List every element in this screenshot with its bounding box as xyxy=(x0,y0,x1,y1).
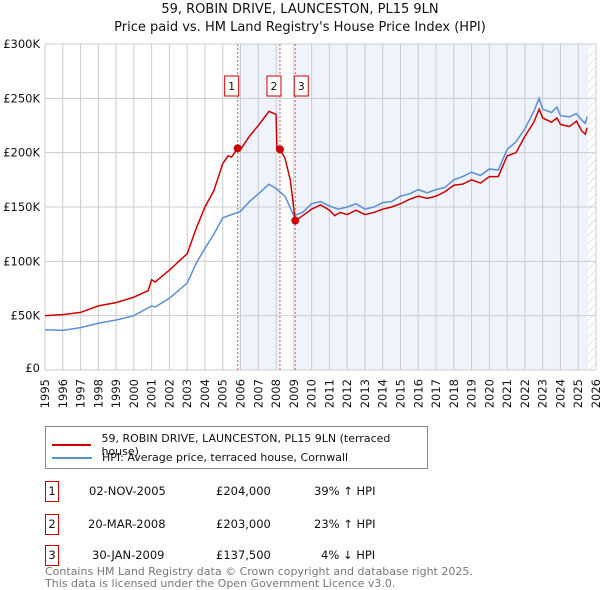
x-tick-label: 2016 xyxy=(411,379,425,408)
x-tick-label: 2000 xyxy=(127,379,141,408)
date: 02-NOV-2005 xyxy=(89,484,166,498)
legend-item-hpi: HPI: Average price, terraced house, Corn… xyxy=(52,451,348,464)
hpi-diff: 23% ↑ HPI xyxy=(314,517,376,531)
legend-label: HPI: Average price, terraced house, Corn… xyxy=(102,451,349,464)
x-tick-label: 2014 xyxy=(376,379,390,408)
footer-line: Contains HM Land Registry data © Crown c… xyxy=(45,565,473,578)
marker-badge: 1 xyxy=(45,481,59,502)
y-tick-label: £100K xyxy=(3,254,40,268)
y-tick-label: £0 xyxy=(25,361,40,375)
legend-swatch-blue xyxy=(52,456,92,459)
x-tick-label: 2010 xyxy=(305,379,319,408)
price: £203,000 xyxy=(216,517,271,531)
x-tick-label: 2009 xyxy=(287,379,301,408)
x-tick-label: 2023 xyxy=(536,379,550,408)
y-tick-label: £150K xyxy=(3,200,40,214)
x-tick-label: 2015 xyxy=(393,379,407,408)
series-line xyxy=(44,107,588,317)
sale-point xyxy=(233,144,242,153)
y-tick-label: £200K xyxy=(3,146,40,160)
sale-marker-box xyxy=(224,75,240,97)
price-chart: 1995 1996 1997 1998 1999 2000 2001 2002 2003 2004… xyxy=(3,37,600,408)
y-tick-label: £50K xyxy=(11,309,41,323)
x-tick-label: 2022 xyxy=(518,379,532,408)
date: 20-MAR-2008 xyxy=(88,517,166,531)
x-tick-label: 2002 xyxy=(162,379,176,408)
x-tick-label: 2005 xyxy=(216,379,230,408)
x-tick-label: 2013 xyxy=(358,379,372,408)
sale-marker-label: 2 xyxy=(270,80,277,93)
y-tick-label: £300K xyxy=(3,37,40,51)
x-tick-label: 2019 xyxy=(465,379,479,408)
x-tick-label: 2018 xyxy=(447,379,461,408)
x-tick-label: 2020 xyxy=(482,379,496,408)
x-tick-label: 1996 xyxy=(56,379,70,408)
date: 30-JAN-2009 xyxy=(92,548,165,562)
price: £137,500 xyxy=(216,548,271,562)
sale-point xyxy=(275,145,284,154)
chart-subtitle: Price paid vs. HM Land Registry's House … xyxy=(114,20,486,35)
x-tick-label: 2025 xyxy=(571,379,585,408)
chart-title: 59, ROBIN DRIVE, LAUNCESTON, PL15 9LN xyxy=(161,2,439,17)
marker-badge: 3 xyxy=(45,545,59,566)
legend: 59, ROBIN DRIVE, LAUNCESTON, PL15 9LN (t… xyxy=(45,426,428,469)
x-tick-label: 1995 xyxy=(38,379,52,408)
footer: Contains HM Land Registry data © Crown c… xyxy=(45,566,473,590)
x-tick-label: 1997 xyxy=(74,379,88,408)
x-tick-label: 2017 xyxy=(429,379,443,408)
hpi-diff: 4% ↓ HPI xyxy=(321,548,376,562)
sale-marker-label: 3 xyxy=(298,80,305,93)
x-tick-label: 1999 xyxy=(109,379,123,408)
legend-label: 59, ROBIN DRIVE, LAUNCESTON, PL15 9LN (t… xyxy=(101,432,391,458)
hpi-diff: 39% ↑ HPI xyxy=(314,484,376,498)
x-tick-label: 2003 xyxy=(180,379,194,408)
x-tick-label: 1998 xyxy=(91,379,105,408)
x-tick-label: 2012 xyxy=(340,379,354,408)
sale-point xyxy=(291,216,300,225)
price: £204,000 xyxy=(216,484,271,498)
x-tick-label: 2008 xyxy=(269,379,283,408)
x-tick-label: 2001 xyxy=(145,379,159,408)
sale-marker-box xyxy=(266,75,282,97)
x-tick-label: 2026 xyxy=(589,379,600,408)
legend-swatch-red xyxy=(52,444,92,446)
x-tick-label: 2007 xyxy=(251,379,265,408)
sale-marker-box xyxy=(293,75,309,97)
sale-marker-label: 1 xyxy=(228,80,235,93)
footer-line: This data is licensed under the Open Gov… xyxy=(45,577,396,590)
legend-item-property: 59, ROBIN DRIVE, LAUNCESTON, PL15 9LN (t… xyxy=(52,432,427,458)
series-line xyxy=(44,96,588,332)
x-tick-label: 2006 xyxy=(234,379,248,408)
y-tick-label: £250K xyxy=(3,91,40,105)
x-tick-label: 2004 xyxy=(198,379,212,408)
x-tick-label: 2024 xyxy=(553,379,567,408)
x-tick-label: 2011 xyxy=(322,379,336,408)
x-tick-label: 2021 xyxy=(500,379,514,408)
marker-badge: 2 xyxy=(45,514,59,535)
